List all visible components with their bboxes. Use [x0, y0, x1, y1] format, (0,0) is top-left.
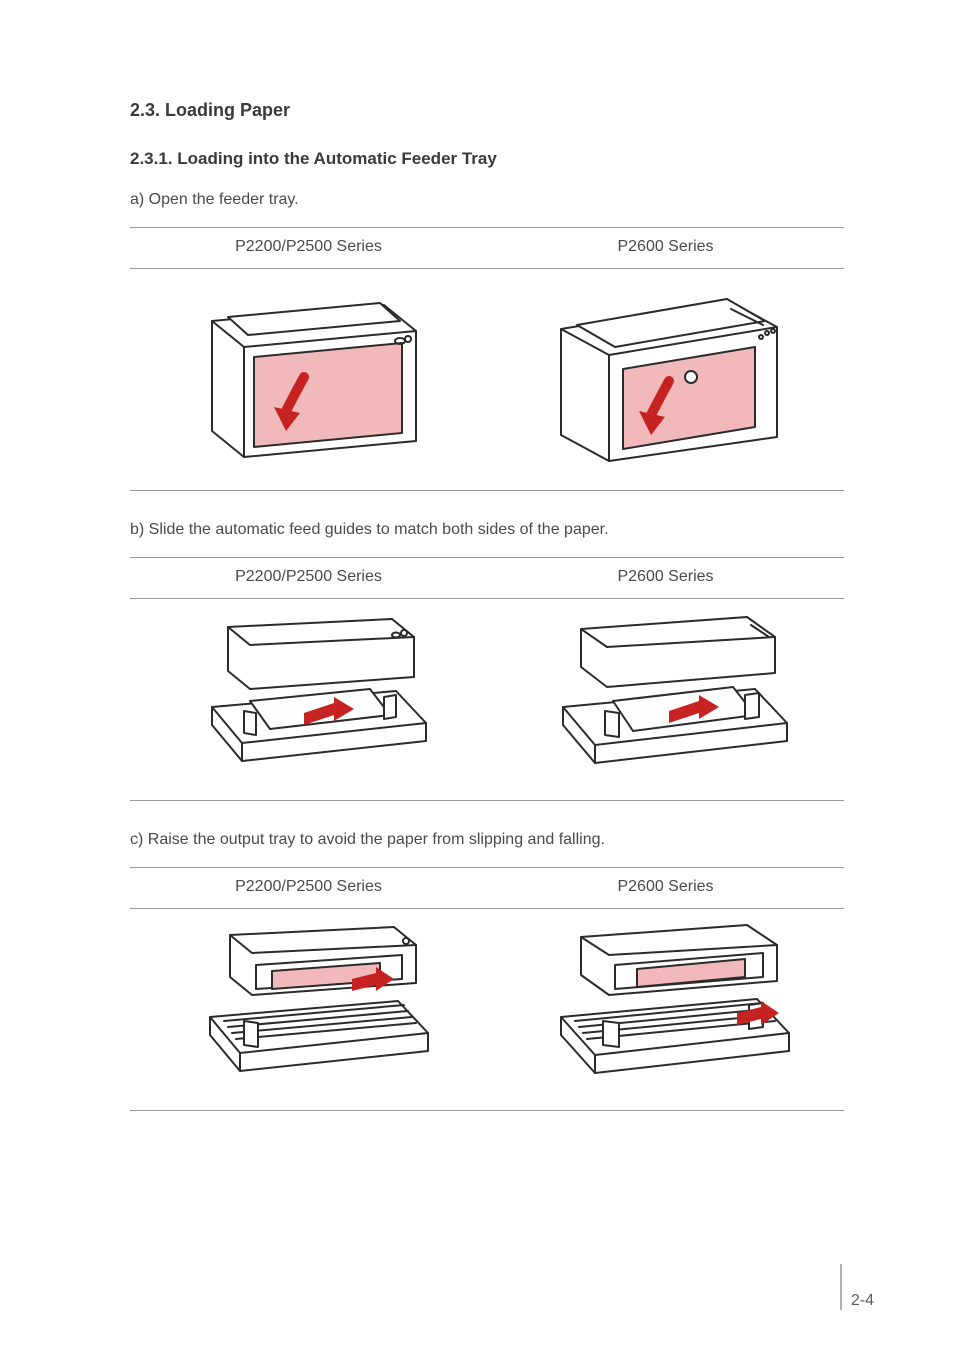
col-header-left: P2200/P2500 Series [130, 228, 487, 269]
figure-c-right-cell [487, 909, 844, 1111]
figure-c-left-cell [130, 909, 487, 1111]
subsection-title: 2.3.1. Loading into the Automatic Feeder… [130, 149, 844, 169]
col-header-right: P2600 Series [487, 558, 844, 599]
figure-table-c: P2200/P2500 Series P2600 Series [130, 867, 844, 1111]
printer-raise-output-tray-icon [541, 921, 791, 1091]
figure-b-right-cell [487, 599, 844, 801]
step-c-text: c) Raise the output tray to avoid the pa… [130, 831, 844, 849]
page: 2.3. Loading Paper 2.3.1. Loading into t… [0, 0, 954, 1350]
figure-table-b: P2200/P2500 Series P2600 Series [130, 557, 844, 801]
col-header-right: P2600 Series [487, 228, 844, 269]
printer-raise-output-tray-icon [184, 921, 434, 1091]
section-title: 2.3. Loading Paper [130, 100, 844, 121]
step-a-text: a) Open the feeder tray. [130, 191, 844, 209]
col-header-left: P2200/P2500 Series [130, 558, 487, 599]
page-number: 2-4 [851, 1292, 874, 1310]
figure-b-left-cell [130, 599, 487, 801]
printer-open-tray-icon [184, 281, 434, 471]
printer-slide-guides-icon [184, 611, 434, 781]
figure-table-a: P2200/P2500 Series P2600 Series [130, 227, 844, 491]
col-header-left: P2200/P2500 Series [130, 868, 487, 909]
figure-a-left-cell [130, 269, 487, 491]
step-b-text: b) Slide the automatic feed guides to ma… [130, 521, 844, 539]
figure-a-right-cell [487, 269, 844, 491]
col-header-right: P2600 Series [487, 868, 844, 909]
printer-slide-guides-icon [541, 611, 791, 781]
page-divider [840, 1264, 842, 1310]
printer-open-tray-icon [541, 281, 791, 471]
